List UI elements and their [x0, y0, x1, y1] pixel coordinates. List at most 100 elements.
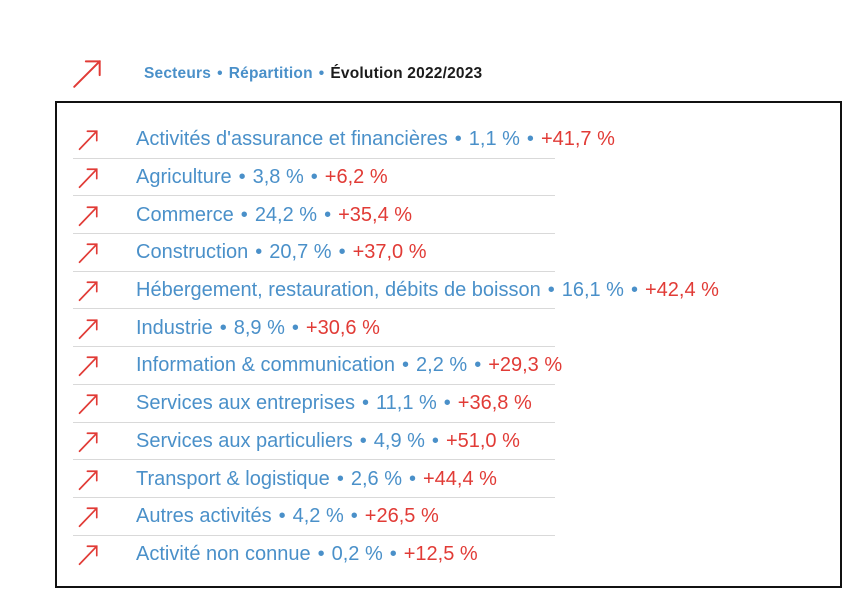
share-value: 2,2 % [416, 354, 468, 377]
table-row: Information & communication • 2,2 % • +29,3 … [57, 347, 840, 385]
trend-up-arrow-icon [72, 58, 103, 94]
trend-up-arrow-icon [78, 316, 99, 341]
evolution-value: +44,4 % [423, 467, 497, 490]
share-value: 20,7 % [269, 241, 332, 264]
row-text: Construction • 20,7 % • +37,0 % [136, 241, 427, 264]
evolution-value: +29,3 % [488, 354, 563, 377]
legend-header: Secteurs • Répartition • Évolution 2022/… [144, 60, 482, 88]
table-row: Transport & logistique • 2,6 % • +44,4 % [57, 460, 840, 498]
bullet-separator: • [361, 392, 369, 415]
row-text: Activité non connue • 0,2 % • +12,5 % [136, 543, 478, 566]
evolution-value: +37,0 % [352, 241, 427, 264]
row-text: Activités d'assurance et financières • 1,1… [136, 128, 615, 151]
trend-up-arrow-icon [78, 240, 99, 265]
bullet-separator: • [217, 65, 223, 82]
trend-up-arrow-icon [78, 353, 99, 378]
bullet-separator: • [526, 128, 534, 151]
share-value: 24,2 % [254, 203, 318, 226]
sector-label: Information & communication [136, 354, 396, 377]
legend-secteurs-label: Secteurs [144, 65, 212, 82]
bullet-separator: • [547, 279, 555, 302]
trend-up-arrow-icon [78, 278, 99, 303]
share-value: 2,6 % [350, 467, 402, 490]
sector-label: Transport & logistique [136, 467, 330, 490]
share-value: 8,9 % [233, 316, 285, 339]
bullet-separator: • [317, 542, 325, 565]
evolution-value: +41,7 % [540, 128, 615, 151]
sector-label: Agriculture [136, 166, 232, 189]
sector-label: Commerce [136, 203, 234, 226]
table-row: Services aux particuliers • 4,9 % • +51,0 % [57, 423, 840, 461]
row-text: Hébergement, restauration, débits de boi… [136, 279, 719, 302]
sector-label: Industrie [136, 316, 213, 339]
evolution-value: +26,5 % [364, 505, 439, 528]
share-value: 16,1 % [561, 279, 624, 302]
bullet-separator: • [240, 203, 248, 226]
share-value: 3,8 % [252, 166, 304, 189]
row-text: Agriculture • 3,8 % • +6,2 % [136, 166, 388, 189]
evolution-value: +36,8 % [457, 392, 532, 415]
bullet-separator: • [389, 542, 397, 565]
row-text: Commerce • 24,2 % • +35,4 % [136, 204, 412, 227]
sector-label: Autres activités [136, 505, 272, 528]
bullet-separator: • [630, 279, 638, 302]
sector-label: Hébergement, restauration, débits de boi… [136, 279, 541, 302]
bullet-separator: • [336, 467, 344, 490]
share-value: 0,2 % [331, 542, 383, 565]
table-row: Industrie • 8,9 % • +30,6 % [57, 309, 840, 347]
sector-label: Construction [136, 241, 249, 264]
sector-label: Services aux particuliers [136, 429, 353, 452]
share-value: 1,1 % [468, 128, 520, 151]
share-value: 4,9 % [373, 429, 425, 452]
bullet-separator: • [474, 354, 482, 377]
trend-up-arrow-icon [78, 203, 99, 228]
bullet-separator: • [431, 429, 439, 452]
sectors-table: Activités d'assurance et financières • 1,1… [57, 103, 840, 573]
bullet-separator: • [443, 392, 451, 415]
bullet-separator: • [338, 241, 346, 264]
share-value: 11,1 % [376, 392, 437, 415]
legend-repartition-label: Répartition [228, 65, 313, 82]
bullet-separator: • [219, 316, 227, 339]
evolution-value: +6,2 % [324, 166, 388, 189]
evolution-value: +30,6 % [305, 316, 380, 339]
row-text: Services aux entreprises • 11,1 % • +36,8 % [136, 392, 532, 415]
trend-up-arrow-icon [78, 542, 99, 567]
evolution-value: +42,4 % [644, 279, 719, 302]
table-row: Services aux entreprises • 11,1 % • +36,8 % [57, 385, 840, 423]
evolution-value: +12,5 % [403, 542, 478, 565]
evolution-value: +35,4 % [338, 203, 413, 226]
bullet-separator: • [402, 354, 410, 377]
trend-up-arrow-icon [78, 429, 99, 454]
bullet-separator: • [454, 128, 462, 151]
bullet-separator: • [238, 166, 246, 189]
row-text: Information & communication • 2,2 % • +29,3 … [136, 354, 562, 377]
trend-up-arrow-icon [78, 391, 99, 416]
evolution-value: +51,0 % [445, 429, 520, 452]
bullet-separator: • [359, 429, 367, 452]
sector-label: Activités d'assurance et financières [136, 128, 448, 151]
sectors-table-panel: Activités d'assurance et financières • 1,1… [55, 101, 842, 588]
bullet-separator: • [324, 203, 332, 226]
trend-up-arrow-icon [78, 504, 99, 529]
table-row: Autres activités • 4,2 % • +26,5 % [57, 498, 840, 536]
table-row: Construction • 20,7 % • +37,0 % [57, 234, 840, 272]
bullet-separator: • [255, 241, 263, 264]
trend-up-arrow-icon [78, 467, 99, 492]
sector-label: Activité non connue [136, 542, 311, 565]
table-row: Activité non connue • 0,2 % • +12,5 % [57, 536, 840, 574]
row-text: Industrie • 8,9 % • +30,6 % [136, 317, 380, 340]
trend-up-arrow-icon [78, 127, 99, 152]
table-row: Hébergement, restauration, débits de boi… [57, 272, 840, 310]
row-text: Transport & logistique • 2,6 % • +44,4 % [136, 468, 497, 491]
bullet-separator: • [278, 505, 286, 528]
sector-label: Services aux entreprises [136, 392, 355, 415]
trend-up-arrow-icon [78, 165, 99, 190]
bullet-separator: • [318, 65, 325, 82]
row-text: Services aux particuliers • 4,9 % • +51,0 % [136, 430, 520, 453]
table-row: Activités d'assurance et financières • 1,1… [57, 121, 840, 159]
row-text: Autres activités • 4,2 % • +26,5 % [136, 505, 439, 528]
table-row: Commerce • 24,2 % • +35,4 % [57, 196, 840, 234]
bullet-separator: • [350, 505, 358, 528]
bullet-separator: • [408, 467, 416, 490]
